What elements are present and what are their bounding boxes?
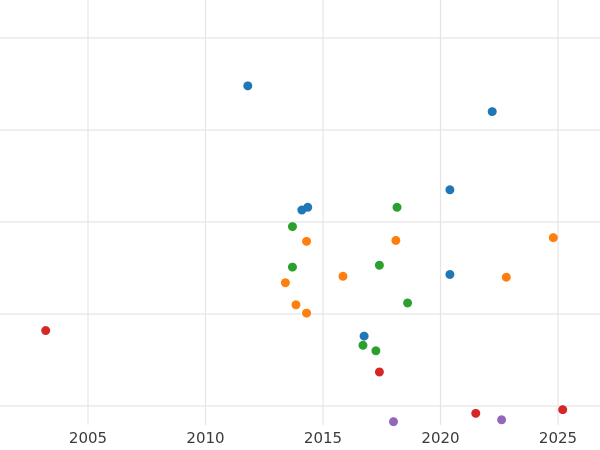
- data-point-series-orange: [391, 235, 401, 245]
- data-point-series-purple: [497, 415, 507, 425]
- data-point-series-blue: [359, 331, 369, 341]
- data-point-series-purple: [389, 417, 398, 427]
- x-tick-labels: 2005 2010 2015 2020 2025: [69, 429, 577, 447]
- data-point-series-blue: [243, 81, 253, 91]
- data-point-series-orange: [302, 236, 312, 246]
- x-tick-label: 2010: [186, 429, 224, 447]
- data-point-series-blue: [487, 107, 497, 117]
- data-point-series-blue: [303, 202, 313, 212]
- data-point-series-orange: [548, 233, 558, 243]
- data-point-series-orange: [501, 272, 511, 282]
- data-point-series-green: [287, 222, 297, 232]
- data-point-series-blue: [445, 269, 455, 279]
- data-point-series-orange: [302, 308, 312, 318]
- data-point-series-orange: [280, 278, 290, 288]
- x-tick-label: 2020: [421, 429, 459, 447]
- data-point-series-red: [41, 326, 51, 336]
- data-point-series-green: [392, 202, 402, 212]
- x-tick-label: 2025: [539, 429, 577, 447]
- data-point-series-green: [374, 260, 384, 270]
- data-point-series-orange: [338, 271, 348, 281]
- x-tick-label: 2005: [69, 429, 107, 447]
- data-point-series-green: [403, 298, 413, 308]
- data-point-series-red: [471, 408, 481, 418]
- data-point-series-orange: [291, 300, 301, 310]
- x-tick-label: 2015: [304, 429, 342, 447]
- gridlines: [0, 0, 600, 425]
- data-point-series-blue: [445, 185, 455, 195]
- data-point-series-red: [558, 405, 568, 415]
- data-points: [41, 81, 568, 427]
- data-point-series-green: [287, 262, 297, 272]
- data-point-series-red: [374, 367, 384, 377]
- data-point-series-green: [371, 346, 381, 356]
- data-point-series-green: [358, 340, 368, 350]
